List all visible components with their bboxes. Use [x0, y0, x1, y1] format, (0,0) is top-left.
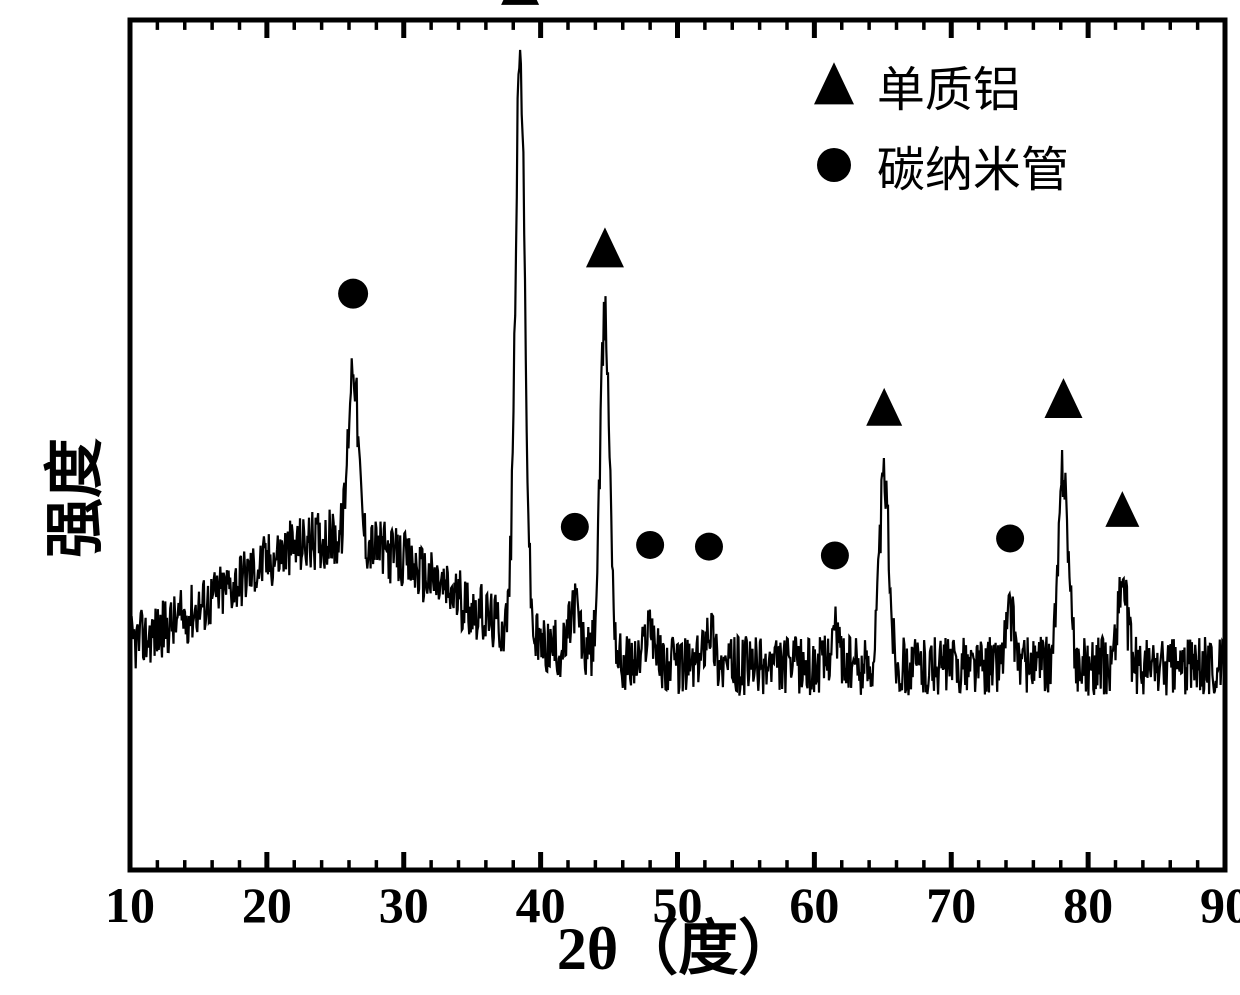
legend-label: 碳纳米管 — [877, 130, 1069, 200]
x-tick-label: 30 — [379, 876, 429, 934]
triangle-marker-icon — [1044, 378, 1082, 418]
legend-label: 单质铝 — [877, 50, 1021, 120]
x-tick-label: 10 — [105, 876, 155, 934]
xrd-chart: 强度 2θ（度） 102030405060708090 单质铝碳纳米管 — [0, 0, 1240, 995]
triangle-marker-icon — [866, 388, 902, 426]
x-tick-label: 80 — [1063, 876, 1113, 934]
circle-marker-icon — [821, 541, 849, 569]
x-tick-label: 20 — [242, 876, 292, 934]
x-tick-label: 60 — [789, 876, 839, 934]
triangle-marker-icon — [1105, 491, 1139, 527]
x-tick-label: 90 — [1200, 876, 1240, 934]
legend: 单质铝碳纳米管 — [809, 50, 1069, 200]
circle-marker-icon — [338, 279, 368, 309]
legend-entry: 碳纳米管 — [809, 130, 1069, 200]
x-tick-label: 40 — [516, 876, 566, 934]
x-tick-label: 70 — [926, 876, 976, 934]
circle-marker-icon — [996, 525, 1024, 553]
circle-marker-icon — [636, 531, 664, 559]
circle-marker-icon — [809, 140, 859, 190]
y-axis-label: 强度 — [27, 438, 114, 558]
triangle-marker-icon — [586, 227, 624, 267]
legend-entry: 单质铝 — [809, 50, 1069, 120]
triangle-marker-icon — [501, 0, 539, 5]
x-tick-label: 50 — [653, 876, 703, 934]
triangle-marker-icon — [809, 60, 859, 110]
circle-marker-icon — [695, 533, 723, 561]
circle-marker-icon — [561, 513, 589, 541]
